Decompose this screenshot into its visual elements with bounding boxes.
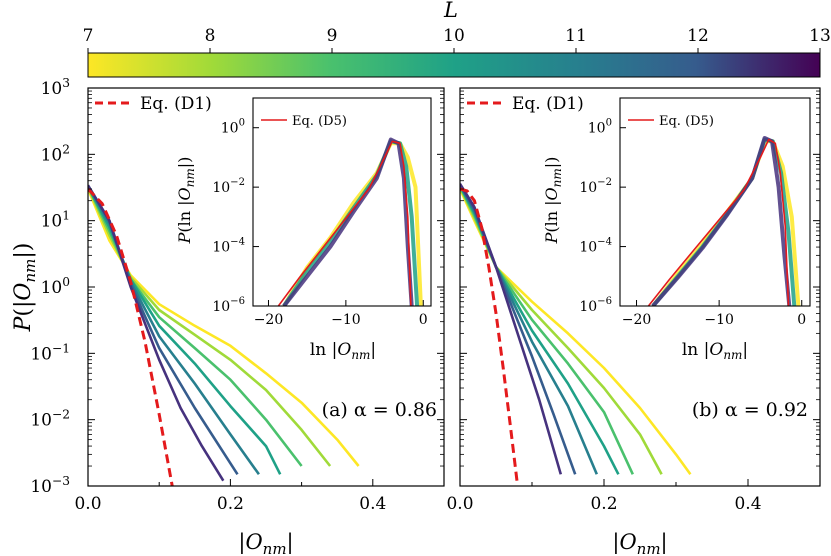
tick-label: −10 bbox=[704, 312, 734, 328]
tick-label: 0 bbox=[419, 312, 428, 328]
inset-a-legend: Eq. (D5) bbox=[261, 114, 347, 129]
theory-curve-d5 bbox=[647, 138, 790, 306]
inset-legend-label: Eq. (D5) bbox=[292, 114, 347, 129]
colorbar-tick-label: 12 bbox=[687, 26, 709, 46]
inset-a-ticks: −20 −10 0 10−6 10−4 10−2 100 bbox=[212, 118, 427, 328]
series-line bbox=[460, 183, 563, 475]
tick-label: 10−1 bbox=[30, 341, 70, 364]
tick-label: 10−2 bbox=[30, 408, 70, 431]
tick-label: 10−6 bbox=[579, 296, 612, 315]
tick-label: 10−4 bbox=[579, 237, 612, 256]
panel-b-ticks: 0.0 0.2 0.4 bbox=[446, 87, 820, 514]
tick-label: 101 bbox=[41, 209, 70, 232]
inset-a-axes bbox=[252, 97, 432, 307]
x-axis-label-b: |Onm| bbox=[612, 530, 667, 556]
tick-label: 100 bbox=[588, 118, 612, 137]
inset-a-x-label: ln |Onm| bbox=[310, 340, 376, 362]
inset-b-series bbox=[647, 136, 801, 306]
y-axis-label: P(|Onm|) bbox=[11, 243, 39, 333]
panel-b: 0.0 0.2 0.4 Eq. (D1) (b) α = 0.92 bbox=[446, 87, 821, 514]
inset-series-line bbox=[651, 136, 792, 306]
colorbar-tick-label: 8 bbox=[205, 26, 216, 46]
colorbar-tick-label: 13 bbox=[809, 26, 831, 46]
tick-label: −20 bbox=[622, 312, 652, 328]
tick-label: −20 bbox=[254, 312, 284, 328]
colorbar-ticks: 7 8 9 10 11 12 13 bbox=[83, 26, 831, 53]
inset-legend-label: Eq. (D5) bbox=[659, 114, 714, 129]
tick-label: 100 bbox=[221, 118, 245, 137]
inset-b-y-label: P(ln |Onm|) bbox=[542, 157, 564, 245]
colorbar-gradient bbox=[87, 52, 821, 78]
legend-label: Eq. (D1) bbox=[140, 94, 212, 114]
tick-label: 0.0 bbox=[74, 494, 101, 514]
theory-curve-d1 bbox=[460, 187, 520, 486]
tick-label: 0.4 bbox=[359, 494, 386, 514]
colorbar-label: L bbox=[443, 0, 458, 22]
tick-label: 10−6 bbox=[212, 296, 245, 315]
inset-a-y-label: P(ln |Onm|) bbox=[175, 157, 197, 245]
panel-a-inset: −20 −10 0 10−6 10−4 10−2 100 Eq. (D5) bbox=[212, 97, 432, 328]
colorbar: L 7 8 9 10 11 12 13 bbox=[83, 0, 831, 78]
tick-label: 10−2 bbox=[212, 177, 245, 196]
inset-b-ticks: −20 −10 0 10−6 10−4 10−2 100 bbox=[579, 118, 806, 328]
tick-label: 10−2 bbox=[579, 177, 612, 196]
tick-label: −10 bbox=[331, 312, 361, 328]
colorbar-tick-label: 9 bbox=[327, 26, 338, 46]
panel-a-legend: Eq. (D1) bbox=[95, 94, 212, 114]
panel-a-annotation: (a) α = 0.86 bbox=[322, 399, 437, 421]
panel-a-series bbox=[88, 184, 360, 486]
panel-b-annotation: (b) α = 0.92 bbox=[692, 399, 808, 421]
theory-curve-d5 bbox=[277, 140, 412, 306]
tick-label: 0 bbox=[797, 312, 806, 328]
panel-b-legend: Eq. (D1) bbox=[467, 94, 584, 114]
inset-a-series bbox=[277, 137, 423, 306]
theory-curve-d1 bbox=[88, 187, 174, 486]
panel-a: 0.0 0.2 0.4 10−3 10−2 10−1 100 101 102 103 Eq. (D… bbox=[30, 76, 445, 514]
tick-label: 0.0 bbox=[446, 494, 473, 514]
tick-label: 10−4 bbox=[212, 237, 245, 256]
colorbar-tick-label: 7 bbox=[83, 26, 94, 46]
tick-label: 100 bbox=[41, 275, 70, 298]
tick-label: 0.2 bbox=[217, 494, 244, 514]
colorbar-tick-label: 11 bbox=[565, 26, 587, 46]
panel-b-series bbox=[460, 183, 692, 486]
inset-b-axes bbox=[619, 97, 811, 307]
panel-b-inset: −20 −10 0 10−6 10−4 10−2 100 Eq. (D5) bbox=[579, 97, 811, 328]
series-line bbox=[88, 184, 225, 482]
tick-label: 0.2 bbox=[590, 494, 617, 514]
tick-label: 102 bbox=[41, 142, 70, 165]
x-axis-label-a: |Onm| bbox=[238, 530, 293, 556]
panel-a-ticks: 0.0 0.2 0.4 10−3 10−2 10−1 100 101 102 103 bbox=[30, 76, 444, 514]
tick-label: 103 bbox=[41, 76, 70, 99]
inset-b-x-label: ln |Onm| bbox=[682, 340, 748, 362]
colorbar-tick-label: 10 bbox=[443, 26, 465, 46]
tick-label: 0.4 bbox=[734, 494, 761, 514]
legend-label: Eq. (D1) bbox=[512, 94, 584, 114]
inset-b-legend: Eq. (D5) bbox=[628, 114, 714, 129]
tick-label: 10−3 bbox=[30, 474, 70, 497]
